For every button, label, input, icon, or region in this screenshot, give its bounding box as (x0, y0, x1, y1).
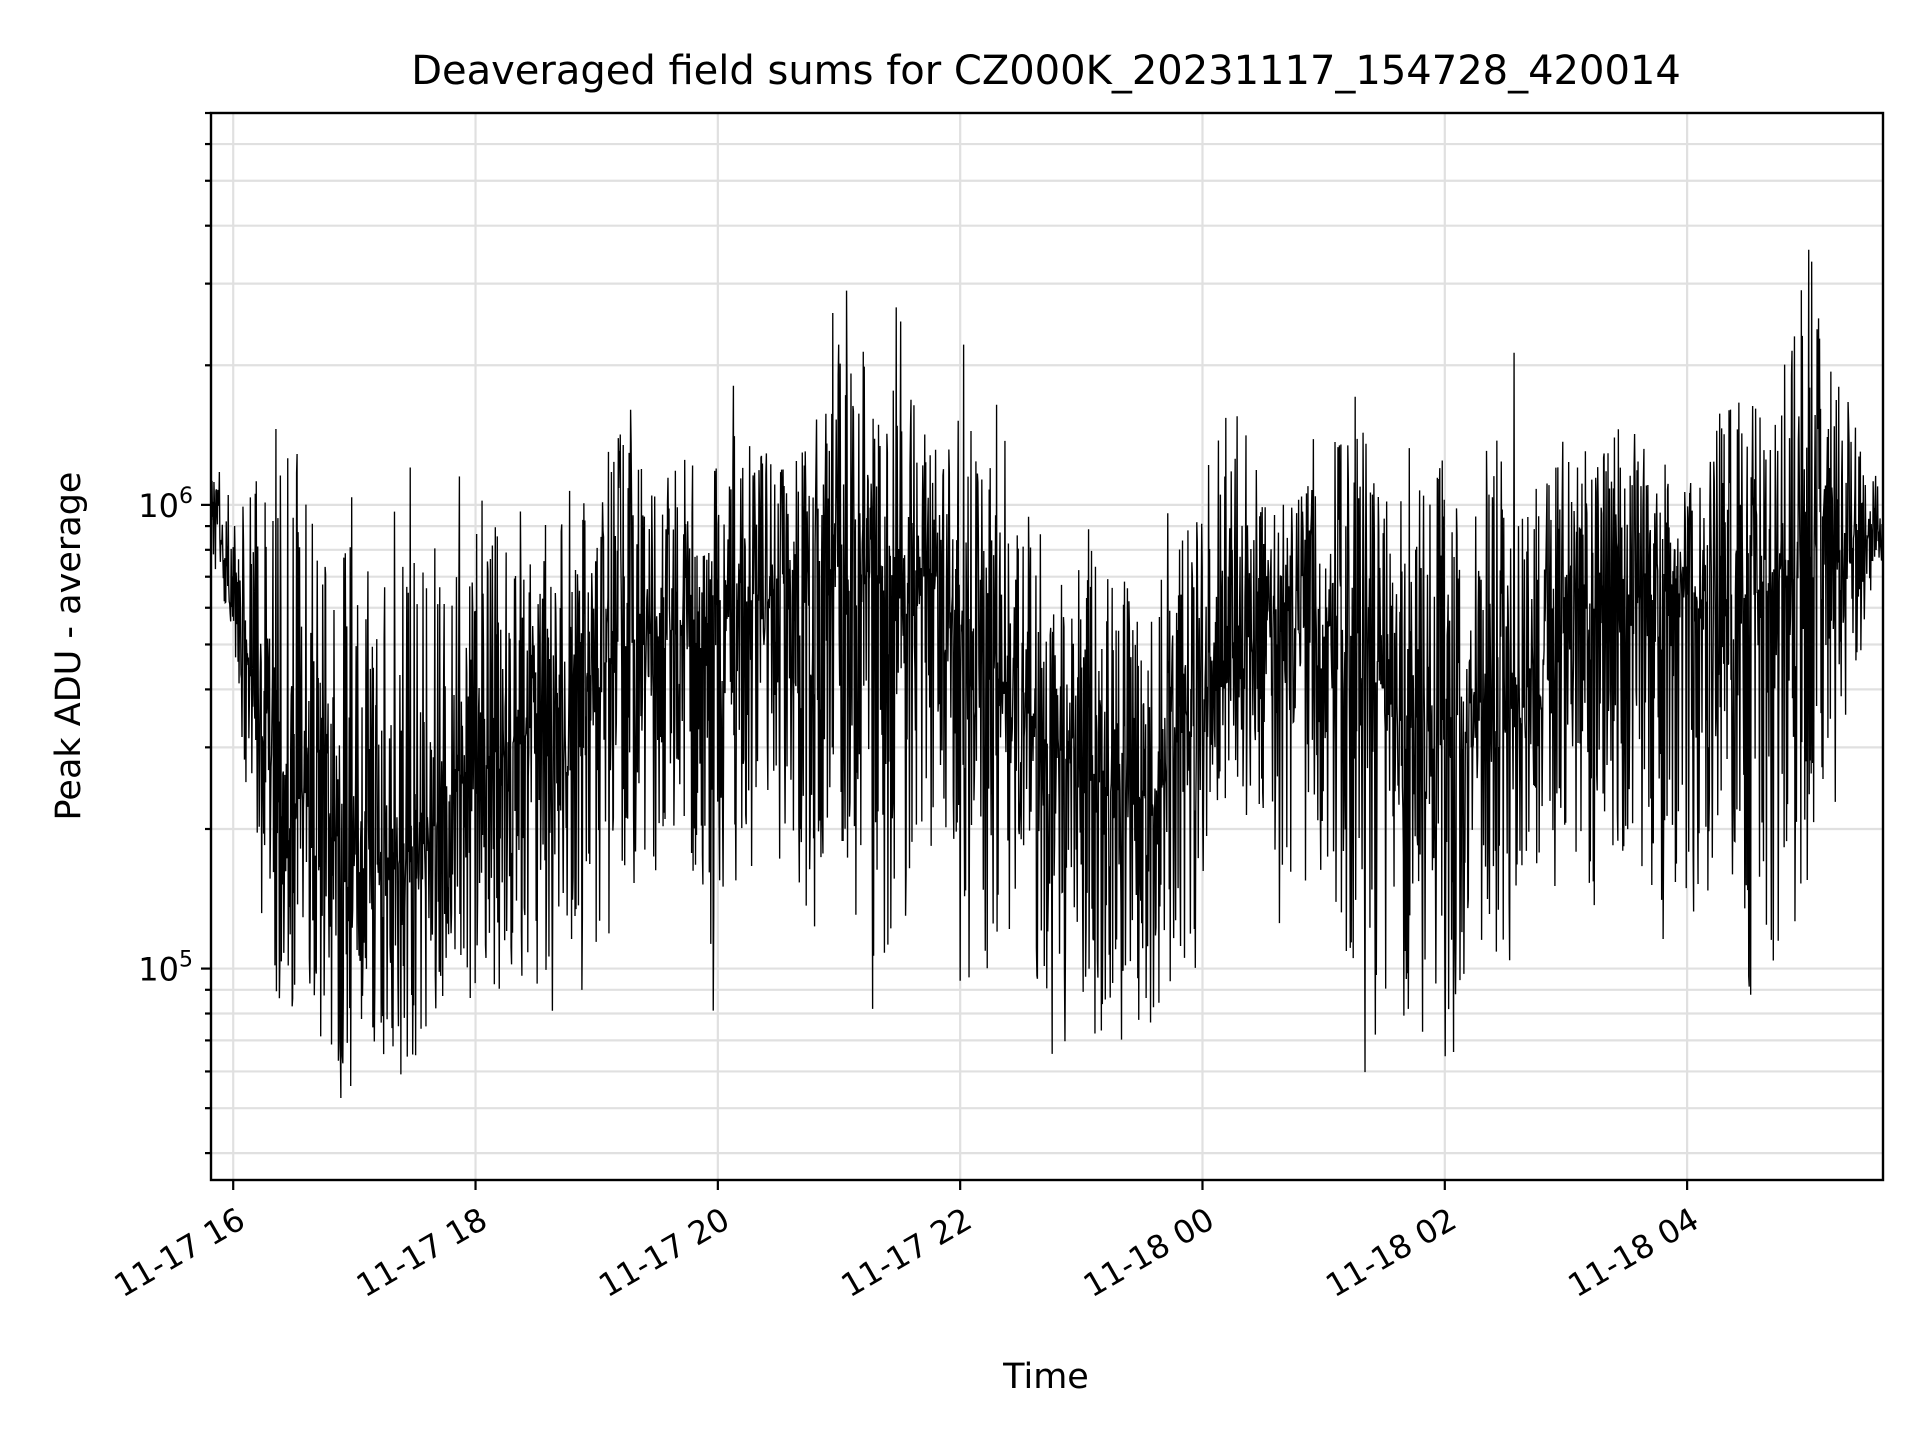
y-axis-ticks: 105 106 (138, 111, 211, 1155)
x-tick-label: 11-18 02 (1319, 1200, 1463, 1305)
x-tick-label: 11-17 16 (108, 1200, 252, 1305)
x-tick-label: 11-17 20 (592, 1200, 736, 1305)
y-axis-label: Peak ADU - average (49, 472, 89, 821)
x-axis-ticks: 11-17 16 11-17 18 11-17 20 11-17 22 11-18 00… (108, 1180, 1706, 1305)
chart-title: Deaveraged field sums for CZ000K_2023111… (411, 48, 1681, 94)
x-tick-label: 11-17 18 (350, 1200, 494, 1305)
x-tick-label: 11-18 00 (1077, 1200, 1221, 1305)
series-layer (210, 249, 1884, 1098)
y-tick-label: 106 (138, 484, 193, 525)
y-tick-label: 105 (138, 948, 193, 989)
series-line (210, 249, 1884, 1098)
x-tick-label: 11-18 04 (1562, 1200, 1706, 1305)
x-axis-label: Time (1002, 1357, 1089, 1397)
plot-frame (209, 111, 1885, 1182)
x-tick-label: 11-17 22 (835, 1200, 979, 1305)
